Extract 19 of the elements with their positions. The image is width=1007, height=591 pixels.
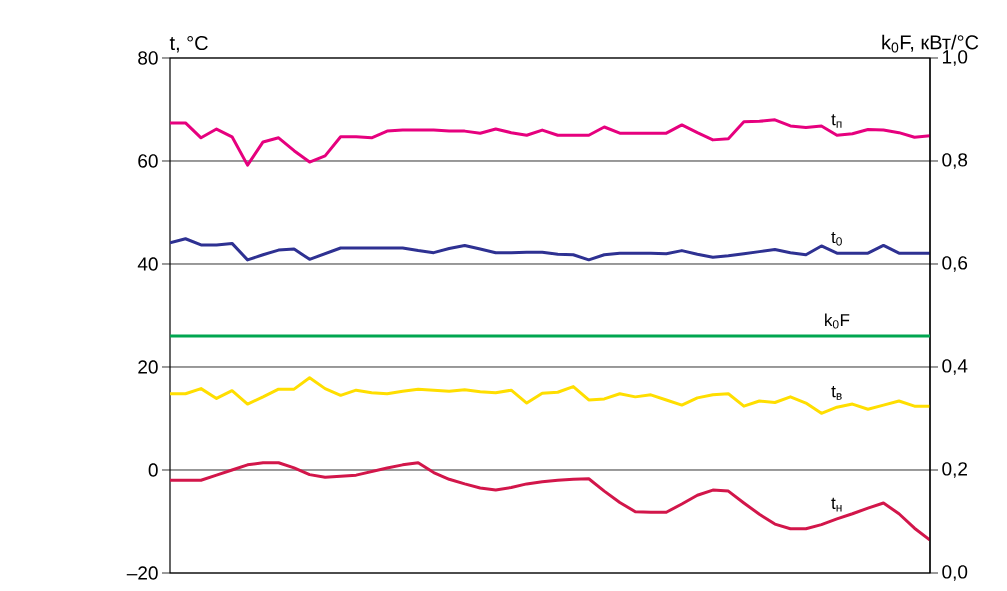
series-label: t$_{0}$ bbox=[831, 231, 842, 246]
y2-tick-label: 0,0 bbox=[942, 565, 968, 581]
y2-tick-label: 0,4 bbox=[942, 359, 968, 375]
y-tick-label: 40 bbox=[137, 257, 158, 271]
y-tick-label: –20 bbox=[126, 566, 158, 580]
y2-tick-label: 0,6 bbox=[942, 256, 968, 272]
y-tick-label: 80 bbox=[138, 51, 158, 65]
y-tick-label: 0 bbox=[148, 463, 158, 477]
y-tick-label: 20 bbox=[138, 360, 158, 374]
y2-tick-label: 1,0 bbox=[942, 50, 968, 66]
y-tick-label: 60 bbox=[138, 154, 158, 168]
series-label: t$_{п}$ bbox=[831, 114, 842, 128]
series-label: k$_{0}$F bbox=[825, 313, 850, 329]
y2-tick-label: 0,2 bbox=[942, 462, 967, 478]
series-label: t$_{в}$ bbox=[831, 386, 842, 400]
series-label: t$_{н}$ bbox=[831, 497, 842, 512]
y2-tick-label: 0,8 bbox=[942, 153, 968, 169]
y-axis-title: t, °C bbox=[169, 35, 208, 53]
line-series bbox=[170, 376, 930, 415]
